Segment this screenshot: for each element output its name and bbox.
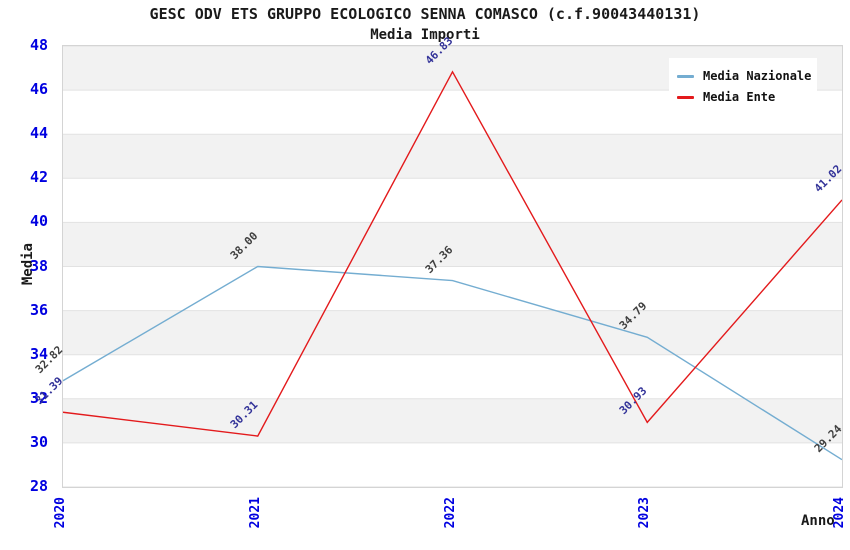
plot-band (63, 178, 842, 223)
legend-label: Media Nazionale (703, 69, 812, 83)
y-tick-label: 38 (29, 256, 48, 275)
media-nazionale-line-swatch-icon (677, 74, 694, 78)
y-tick-label: 32 (29, 388, 48, 407)
y-tick-label: 48 (29, 36, 48, 54)
y-tick-label: 30 (29, 432, 48, 451)
chart-title: GESC ODV ETS GRUPPO ECOLOGICO SENNA COMA… (149, 5, 701, 23)
legend-label: Media Ente (703, 90, 776, 104)
x-tick-label: 2024 (832, 497, 847, 529)
y-tick-label: 44 (29, 124, 48, 143)
y-tick-label: 28 (29, 477, 48, 495)
plot-band (63, 442, 842, 487)
plot-band (63, 398, 842, 443)
y-tick-label: 36 (29, 300, 48, 319)
plot-band (63, 266, 842, 311)
x-tick-label: 2023 (637, 497, 653, 529)
y-tick-label: 46 (29, 80, 48, 99)
x-tick-label: 2021 (247, 497, 263, 529)
y-tick-label: 34 (29, 344, 48, 363)
legend: Media Nazionale Media Ente (669, 58, 817, 113)
y-tick-label: 42 (29, 168, 48, 187)
plot-band (63, 134, 842, 179)
x-tick-label: 2022 (442, 497, 458, 529)
legend-item-media-ente: Media Ente (677, 90, 807, 104)
y-tick-label: 40 (29, 212, 48, 231)
series-line-media-ente (63, 70, 842, 437)
plot-band (63, 354, 842, 399)
x-axis-label: Anno (801, 513, 835, 529)
media-ente-line-swatch-icon (677, 95, 694, 99)
x-tick-label: 2020 (53, 497, 68, 529)
series-line-media-nazionale (63, 265, 842, 461)
plot-area: Media Nazionale Media Ente (62, 45, 843, 488)
chart-subtitle: Media Importi (370, 27, 480, 43)
legend-item-media-nazionale: Media Nazionale (677, 69, 811, 83)
plot-band (63, 222, 842, 267)
